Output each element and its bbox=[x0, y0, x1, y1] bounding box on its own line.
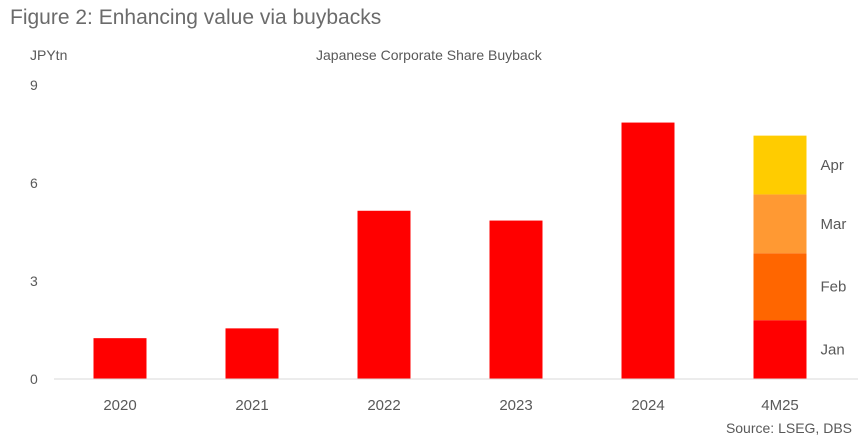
bars bbox=[93, 122, 675, 380]
x-tick-label-4m25: 4M25 bbox=[761, 397, 799, 414]
stacked-bar-4m25 bbox=[753, 135, 807, 379]
y-tick-label-0: 0 bbox=[30, 371, 38, 387]
x-tick-label-2021: 2021 bbox=[235, 397, 268, 414]
y-tick-label-3: 3 bbox=[30, 273, 38, 289]
x-tick-label-2022: 2022 bbox=[367, 397, 400, 414]
bar-2021 bbox=[225, 328, 279, 379]
stack-segment-feb bbox=[753, 253, 807, 321]
bar-2024 bbox=[621, 122, 675, 380]
x-axis-tick-labels: 2020 2021 2022 2023 2024 4M25 bbox=[103, 397, 798, 414]
stack-label-feb: Feb bbox=[821, 279, 847, 296]
bar-2022 bbox=[357, 210, 411, 379]
stack-label-jan: Jan bbox=[821, 342, 845, 359]
x-tick-label-2024: 2024 bbox=[631, 397, 664, 414]
stack-segment-labels: Jan Feb Mar Apr bbox=[821, 157, 847, 359]
stack-segment-mar bbox=[753, 194, 807, 254]
x-tick-label-2023: 2023 bbox=[499, 397, 532, 414]
y-tick-label-9: 9 bbox=[30, 77, 38, 93]
figure-title: Figure 2: Enhancing value via buybacks bbox=[10, 6, 382, 29]
x-tick-label-2020: 2020 bbox=[103, 397, 136, 414]
chart-title: Japanese Corporate Share Buyback bbox=[316, 47, 542, 63]
stack-label-apr: Apr bbox=[821, 157, 844, 174]
stack-segment-apr bbox=[753, 135, 807, 195]
stack-segment-jan bbox=[753, 320, 807, 379]
y-axis-ticks: 0 3 6 9 bbox=[30, 77, 38, 387]
stack-label-mar: Mar bbox=[821, 216, 847, 233]
source-note: Source: LSEG, DBS bbox=[725, 420, 852, 436]
bar-2023 bbox=[489, 220, 543, 379]
y-axis-unit-label: JPYtn bbox=[30, 47, 68, 63]
y-tick-label-6: 6 bbox=[30, 175, 38, 191]
bar-2020 bbox=[93, 338, 147, 379]
